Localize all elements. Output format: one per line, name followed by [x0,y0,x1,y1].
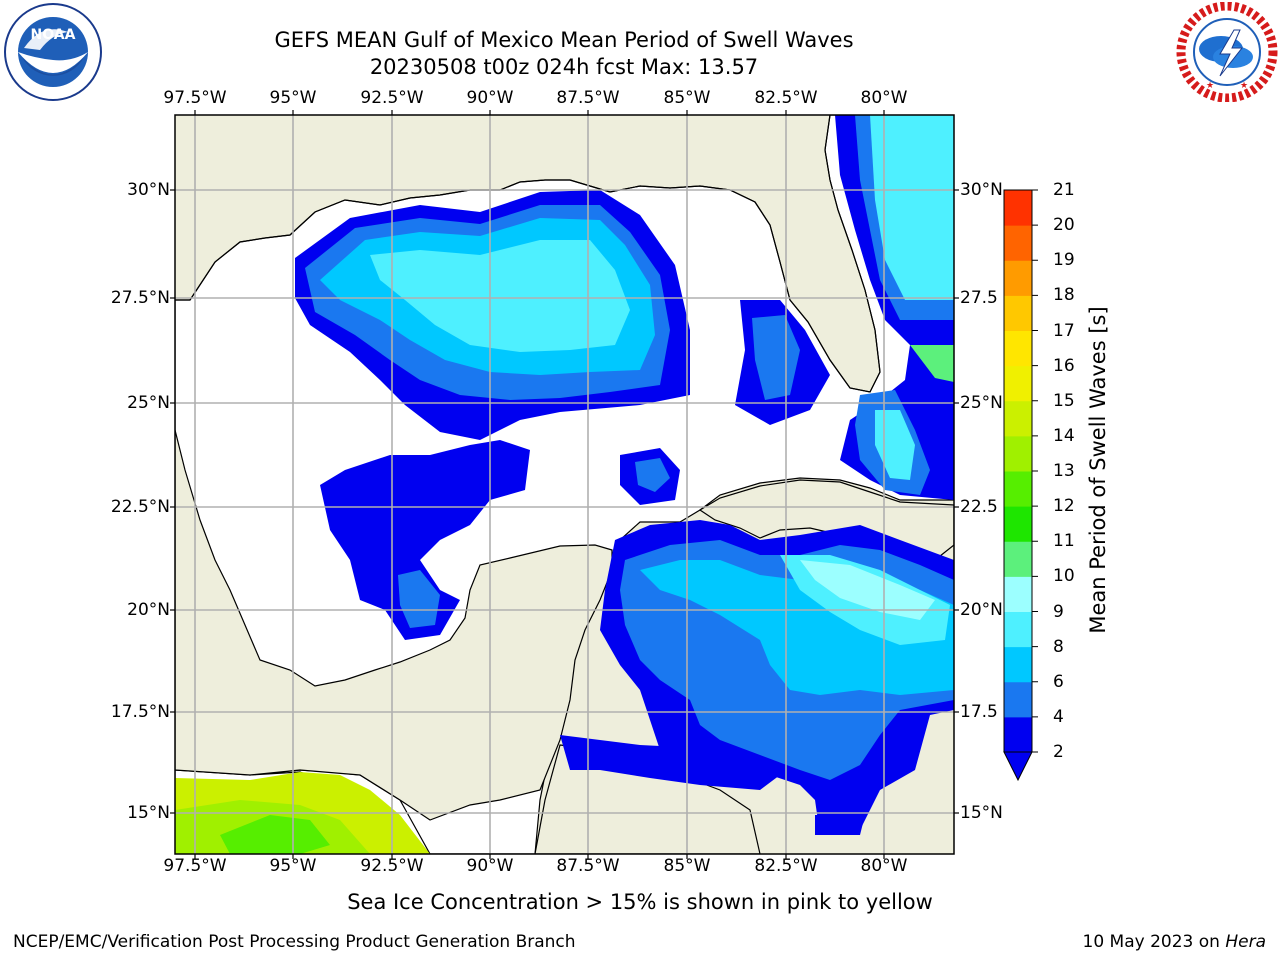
svg-text:★: ★ [1206,81,1214,91]
colorbar-segment [1004,225,1032,261]
colorbar-tick-label: 2 [1053,742,1064,762]
colorbar-tick-label: 9 [1053,601,1064,622]
colorbar-tick-label: 4 [1053,706,1064,727]
svg-text:★: ★ [1240,81,1248,91]
colorbar-tick-label: 16 [1053,355,1075,376]
colorbar-segment [1004,611,1032,648]
colorbar-tick-label: 13 [1053,461,1075,481]
lon-label-top: 92.5°W [360,88,424,108]
lon-label-bottom: 82.5°W [754,856,818,876]
lon-label-bottom: 85°W [663,856,711,876]
lat-label-right: 20°N [960,600,1003,620]
lon-label-top: 90°W [466,88,514,108]
tick-marks [170,110,959,859]
lat-label-left: 22.5°N [110,497,170,517]
colorbar-segment [1004,365,1032,402]
lon-label-top: 87.5°W [556,88,620,108]
swell-field [295,115,954,835]
sea-ice-note: Sea Ice Concentration > 15% is shown in … [347,890,933,914]
lat-label-right: 27.5 [960,288,998,308]
svg-text:NOAA: NOAA [31,27,76,43]
colorbar-segment [1004,190,1032,226]
lat-label-left: 15°N [127,803,170,823]
colorbar-tick-label: 20 [1053,215,1075,236]
lat-label-right: 30°N [960,180,1003,200]
lon-label-top: 85°W [663,88,711,108]
colorbar-segment [1004,681,1032,718]
mexico-land [175,429,613,821]
lon-label-top: 80°W [860,88,908,108]
lon-label-top: 82.5°W [754,88,818,108]
map-frame [174,114,955,855]
lat-label-left: 25°N [127,393,170,413]
colorbar-segment [1004,576,1032,612]
colorbar-tick-label: 15 [1053,390,1075,411]
colorbar-tick-label: 17 [1053,320,1075,341]
colorbar-segment [1004,400,1032,437]
colorbar-tick-label: 19 [1053,250,1075,271]
colorbar-segment [1004,260,1032,296]
colorbar-tick-label: 10 [1053,566,1075,587]
noaa-logo: NOAA [4,3,102,101]
lat-label-left: 20°N [127,600,170,620]
host-name: Hera [1225,932,1266,952]
credit-text: NCEP/EMC/Verification Post Processing Pr… [13,932,576,952]
lon-label-bottom: 90°W [466,856,514,876]
date-value: 10 May 2023 on [1082,932,1220,952]
lon-label-top: 95°W [269,88,317,108]
chart-title: GEFS MEAN Gulf of Mexico Mean Period of … [274,28,854,52]
lon-label-top: 97.5°W [163,88,227,108]
lat-label-right: 17.5 [960,702,998,722]
colorbar-tick-label: 11 [1053,531,1075,552]
date-text: 10 May 2023 on Hera [1083,932,1267,952]
colorbar-tick-label: 18 [1053,285,1075,306]
colorbar-tick-label: 14 [1053,425,1075,446]
colorbar-segment [1004,646,1032,683]
chart-subtitle: 20230508 t00z 024h fcst Max: 13.57 [369,55,759,79]
colorbar-segment [1004,330,1032,367]
lon-label-bottom: 80°W [860,856,908,876]
lat-label-left: 30°N [127,180,170,200]
colorbar-tick-label: 8 [1053,636,1064,657]
lat-label-right: 25°N [960,393,1003,413]
colorbar-segment [1004,295,1032,331]
colorbar-tick-label: 12 [1053,496,1075,517]
nws-logo: ★ ★ [1176,2,1278,102]
lat-label-right: 22.5 [960,497,998,517]
lon-label-bottom: 95°W [269,856,317,876]
lat-label-right: 15°N [960,803,1003,823]
colorbar-segment [1004,716,1032,753]
lon-label-bottom: 92.5°W [360,856,424,876]
colorbar-segment [1004,435,1032,472]
map-area [175,115,954,854]
colorbar-label: Mean Period of Swell Waves [s] [1086,306,1110,634]
colorbar-segment [1004,541,1032,577]
lon-label-bottom: 87.5°W [556,856,620,876]
lat-label-left: 17.5°N [110,702,170,722]
colorbar-tick-label: 6 [1053,671,1064,692]
colorbar-extend-arrow [1003,751,1033,782]
lat-label-left: 27.5°N [110,288,170,308]
colorbar-segment [1004,471,1032,507]
colorbar-tick-label: 21 [1053,180,1075,200]
lon-label-bottom: 97.5°W [163,856,227,876]
colorbar [1003,189,1038,782]
colorbar-segment [1004,506,1032,542]
graticule [175,115,954,854]
